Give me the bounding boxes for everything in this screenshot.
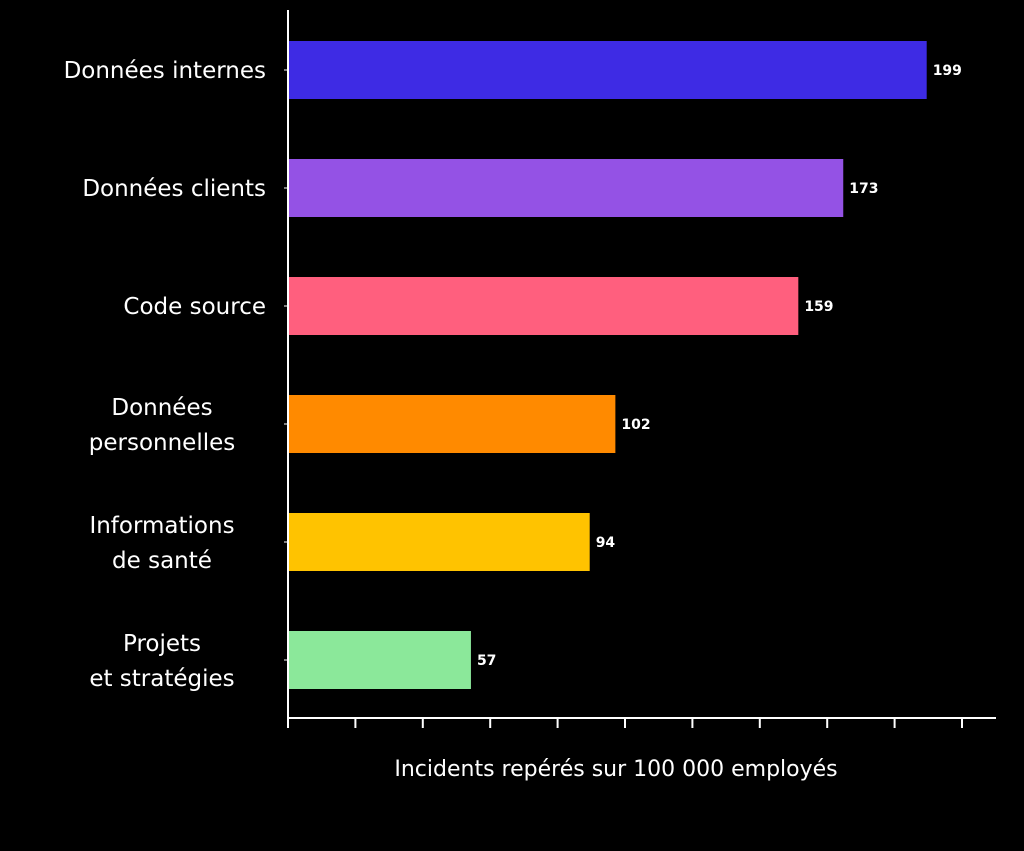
axes-group [284, 10, 996, 728]
category-label: Informations de santé [89, 513, 234, 574]
data-label: 173 [849, 181, 878, 197]
category-label: Code source [123, 294, 266, 320]
bar [288, 41, 927, 99]
category-label: Données clients [82, 176, 266, 202]
value-labels-group: 199 173 159 102 94 57 [477, 63, 962, 669]
data-label: 94 [596, 535, 616, 551]
bar [288, 513, 590, 571]
x-ticks-group [284, 69, 963, 728]
data-label: 199 [933, 63, 962, 79]
x-axis-title: Incidents repérés sur 100 000 employés [394, 757, 837, 782]
bars-group [288, 41, 927, 689]
data-label: 57 [477, 653, 496, 669]
data-label: 102 [621, 417, 650, 433]
bar [288, 395, 616, 453]
bar [288, 159, 844, 217]
category-label: Données personnelles [89, 395, 235, 456]
bar [288, 277, 799, 335]
category-label: Données internes [64, 58, 266, 84]
category-labels-group: Données internes Données clients Code sour… [64, 58, 266, 692]
category-label: Projets et stratégies [89, 631, 234, 692]
data-label: 159 [804, 299, 833, 315]
bar [288, 631, 471, 689]
